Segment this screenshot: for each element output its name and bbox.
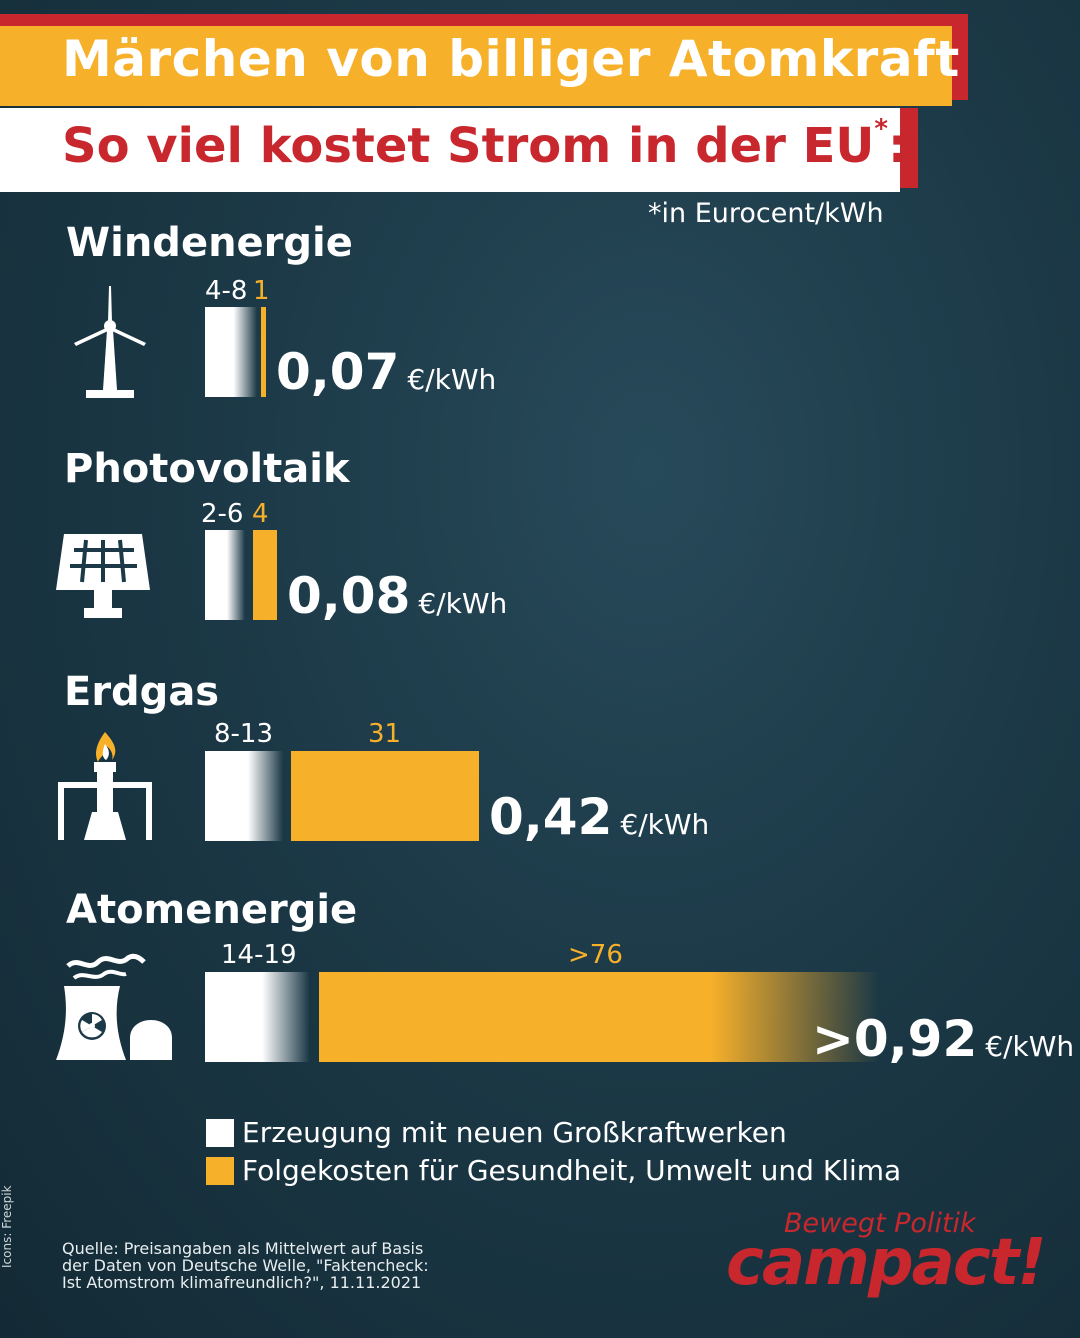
extcost-label-nuclear: >76 [568,940,623,970]
range-label-gas: 8-13 [214,719,274,749]
category-title-wind: Windenergie [66,220,353,266]
legend-item-generation: Erzeugung mit neuen Großkraftwerken [206,1116,787,1149]
title-band-yellow [0,26,952,106]
legend-label-generation: Erzeugung mit neuen Großkraftwerken [242,1116,787,1149]
extcost-label-wind: 1 [253,276,270,306]
gas-flare-icon [58,732,152,840]
total-unit-gas: €/kWh [620,808,710,841]
legend-swatch-yellow [206,1156,234,1185]
total-value-gas: 0,42 [489,788,613,846]
category-title-gas: Erdgas [64,669,220,715]
bar-external-pv [253,530,277,620]
unit-footnote: *in Eurocent/kWh [648,198,884,229]
page-title: Märchen von billiger Atomkraft [62,30,960,88]
legend-swatch-white [206,1118,234,1147]
total-unit-wind: €/kWh [407,363,497,396]
category-title-pv: Photovoltaik [64,446,350,492]
bar-generation-nuclear [205,972,309,1062]
total-unit-nuclear: €/kWh [985,1030,1075,1063]
range-label-nuclear: 14-19 [221,940,297,970]
subtitle-text: So viel kostet Strom in der EU [62,118,875,174]
page-subtitle: So viel kostet Strom in der EU*: [62,114,908,174]
bar-generation-wind [205,307,257,397]
brand-logo: campact! [726,1226,1047,1300]
subtitle-colon: : [887,118,908,174]
total-value-nuclear: >0,92 [812,1010,978,1068]
legend-label-external: Folgekosten für Gesundheit, Umwelt und K… [242,1154,902,1187]
brand-tagline: Bewegt Politik [784,1208,976,1239]
solar-panel-icon [56,534,150,618]
bar-external-wind [261,307,266,397]
bar-generation-gas [205,751,283,841]
total-gas: 0,42 €/kWh [489,788,709,846]
total-unit-pv: €/kWh [418,587,508,620]
icon-credits: Icons: Freepik [0,1185,14,1268]
legend-item-external: Folgekosten für Gesundheit, Umwelt und K… [206,1154,901,1187]
subtitle-asterisk: * [874,114,888,144]
wind-turbine-icon [74,286,146,398]
total-pv: 0,08 €/kWh [287,567,507,625]
total-value-wind: 0,07 [276,343,400,401]
category-title-nuclear: Atomenergie [66,887,358,933]
total-wind: 0,07 €/kWh [276,343,496,401]
range-label-wind: 4-8 [205,276,248,306]
extcost-label-pv: 4 [252,499,269,529]
total-value-pv: 0,08 [287,567,411,625]
source-note: Quelle: Preisangaben als Mittelwert auf … [62,1239,429,1292]
bar-external-gas [291,751,479,841]
bar-generation-pv [205,530,245,620]
nuclear-plant-icon [56,953,172,1060]
bar-external-nuclear [319,972,879,1062]
range-label-pv: 2-6 [201,499,244,529]
subtitle-band-white [0,108,900,192]
extcost-label-gas: 31 [368,719,402,749]
total-nuclear: >0,92 €/kWh [812,1010,1074,1068]
